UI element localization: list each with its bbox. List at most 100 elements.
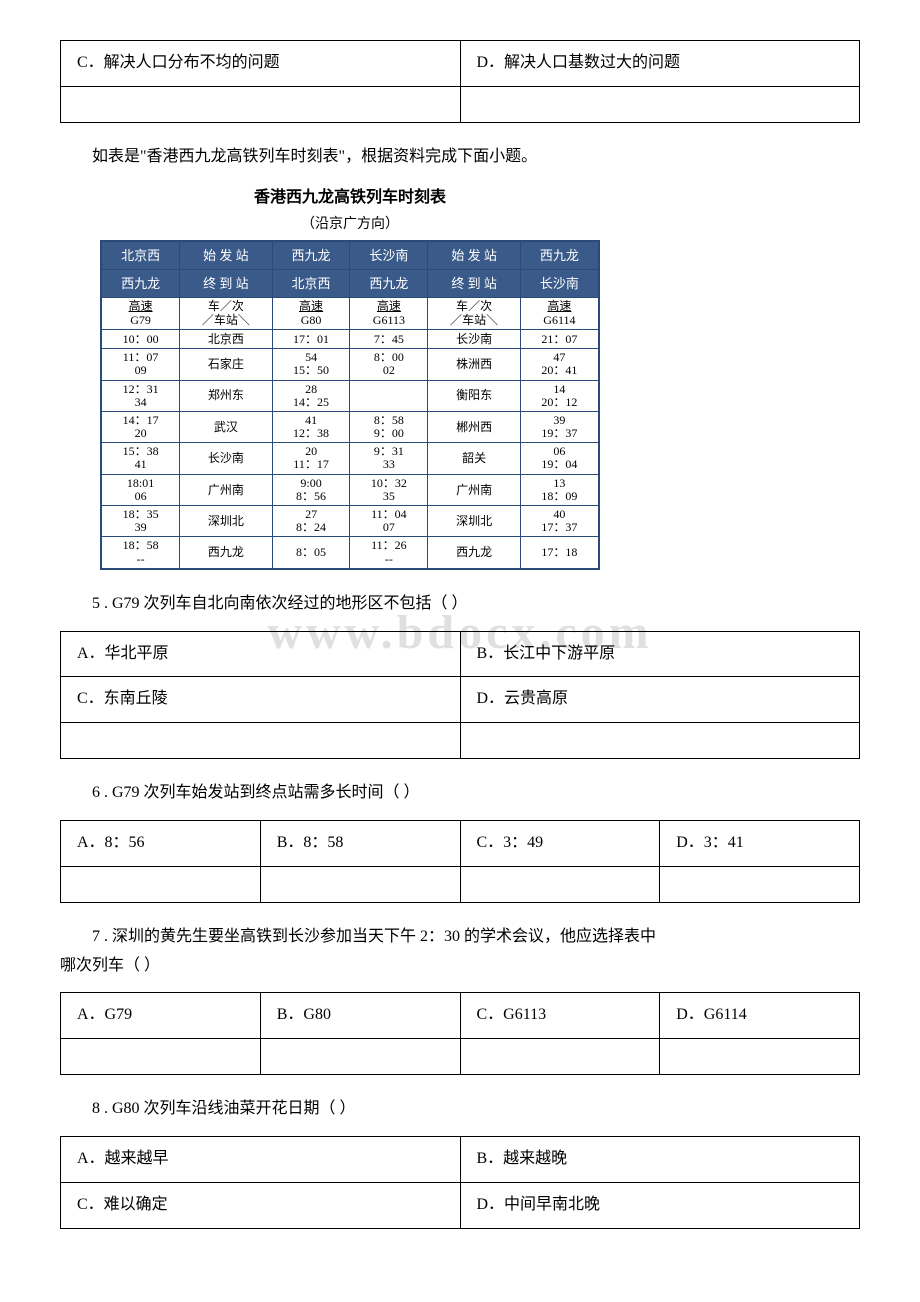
time-cell: 1420：12 <box>520 380 599 411</box>
blank-cell <box>460 1039 660 1075</box>
time-cell: 8：0002 <box>350 349 428 380</box>
time-cell: 10：3235 <box>350 474 428 505</box>
blank-cell <box>61 86 461 122</box>
option-c: C．G6113 <box>460 993 660 1039</box>
option-d: D．3：41 <box>660 820 860 866</box>
time-cell: 0619：04 <box>520 443 599 474</box>
time-cell: 8：05 <box>272 537 350 569</box>
station-cell: 郴州西 <box>428 411 520 442</box>
time-cell: 11：0407 <box>350 506 428 537</box>
option-c: C．难以确定 <box>61 1182 461 1228</box>
hdr-cell: 北京西 <box>101 241 180 270</box>
hdr-cell: 长沙南 <box>350 241 428 270</box>
timetable-figure: 香港西九龙高铁列车时刻表 （沿京广方向） 北京西 始 发 站 西九龙 长沙南 始… <box>100 184 600 570</box>
option-d: D．中间早南北晚 <box>460 1182 860 1228</box>
timetable: 北京西 始 发 站 西九龙 长沙南 始 发 站 西九龙 西九龙 终 到 站 北京… <box>100 240 600 570</box>
time-cell: 12：3134 <box>101 380 180 411</box>
option-a: A．8：56 <box>61 820 261 866</box>
station-cell: 广州南 <box>428 474 520 505</box>
option-a: A．华北平原 <box>61 631 461 677</box>
question-6-stem: 6 . G79 次列车始发站到终点站需多长时间（ ） <box>60 779 860 808</box>
option-d: D．云贵高原 <box>460 677 860 723</box>
station-cell: 郑州东 <box>180 380 272 411</box>
time-cell: 18：58-- <box>101 537 180 569</box>
question-7-stem-line2: 哪次列车（ ） <box>60 952 860 981</box>
hdr-cell: 终 到 站 <box>428 269 520 297</box>
blank-cell <box>660 1039 860 1075</box>
question-8-options: A．越来越早 B．越来越晚 C．难以确定 D．中间早南北晚 <box>60 1136 860 1229</box>
time-cell: 11：0709 <box>101 349 180 380</box>
hdr-cell: 西九龙 <box>272 241 350 270</box>
station-cell: 石家庄 <box>180 349 272 380</box>
time-cell: 15：3841 <box>101 443 180 474</box>
time-cell: 10：00 <box>101 329 180 348</box>
blank-cell <box>61 866 261 902</box>
option-d: D．G6114 <box>660 993 860 1039</box>
time-cell: 17：18 <box>520 537 599 569</box>
station-cell: 西九龙 <box>180 537 272 569</box>
option-c: C．东南丘陵 <box>61 677 461 723</box>
station-cell: 武汉 <box>180 411 272 442</box>
time-cell: 4720：41 <box>520 349 599 380</box>
time-cell: 2011：17 <box>272 443 350 474</box>
time-cell: 5415：50 <box>272 349 350 380</box>
hdr-cell: 始 发 站 <box>428 241 520 270</box>
hdr-cell: 长沙南 <box>520 269 599 297</box>
station-cell: 西九龙 <box>428 537 520 569</box>
hdr-cell: 始 发 站 <box>180 241 272 270</box>
time-cell: 3919：37 <box>520 411 599 442</box>
blank-cell <box>660 866 860 902</box>
question-7-stem-line1: 7 . 深圳的黄先生要坐高铁到长沙参加当天下午 2：30 的学术会议，他应选择表… <box>60 923 860 952</box>
time-cell: 18:0106 <box>101 474 180 505</box>
blank-cell <box>260 1039 460 1075</box>
train-type-cell: 车／次／车站＼ <box>428 298 520 329</box>
station-cell: 株洲西 <box>428 349 520 380</box>
question-7-options: A．G79 B．G80 C．G6113 D．G6114 <box>60 992 860 1075</box>
question-5-options: A．华北平原 B．长江中下游平原 C．东南丘陵 D．云贵高原 <box>60 631 860 760</box>
station-cell: 深圳北 <box>428 506 520 537</box>
blank-cell <box>460 723 860 759</box>
train-type-cell: 高速G80 <box>272 298 350 329</box>
time-cell: 8：589：00 <box>350 411 428 442</box>
blank-cell <box>61 1039 261 1075</box>
station-cell: 衡阳东 <box>428 380 520 411</box>
question-8-stem: 8 . G80 次列车沿线油菜开花日期（ ） <box>60 1095 860 1124</box>
train-type-cell: 高速G79 <box>101 298 180 329</box>
time-cell: 2814：25 <box>272 380 350 411</box>
time-cell: 4017：37 <box>520 506 599 537</box>
intro-paragraph: 如表是"香港西九龙高铁列车时刻表"，根据资料完成下面小题。 <box>60 143 860 172</box>
timetable-title: 香港西九龙高铁列车时刻表 <box>100 184 600 213</box>
time-cell: 11：26-- <box>350 537 428 569</box>
train-type-cell: 车／次／车站＼ <box>180 298 272 329</box>
timetable-subtitle: （沿京广方向） <box>100 212 600 237</box>
time-cell: 9:008：56 <box>272 474 350 505</box>
hdr-cell: 终 到 站 <box>180 269 272 297</box>
option-b: B．8：58 <box>260 820 460 866</box>
time-cell: 21：07 <box>520 329 599 348</box>
train-type-cell: 高速G6114 <box>520 298 599 329</box>
option-b: B．长江中下游平原 <box>460 631 860 677</box>
time-cell: 9：3133 <box>350 443 428 474</box>
station-cell: 北京西 <box>180 329 272 348</box>
option-d: D．解决人口基数过大的问题 <box>460 41 860 87</box>
option-b: B．越来越晚 <box>460 1136 860 1182</box>
station-cell: 韶关 <box>428 443 520 474</box>
blank-cell <box>260 866 460 902</box>
blank-cell <box>460 86 860 122</box>
option-c: C．解决人口分布不均的问题 <box>61 41 461 87</box>
option-a: A．越来越早 <box>61 1136 461 1182</box>
option-b: B．G80 <box>260 993 460 1039</box>
hdr-cell: 北京西 <box>272 269 350 297</box>
previous-question-options: C．解决人口分布不均的问题 D．解决人口基数过大的问题 <box>60 40 860 123</box>
station-cell: 长沙南 <box>428 329 520 348</box>
question-6-options: A．8：56 B．8：58 C．3：49 D．3：41 <box>60 820 860 903</box>
station-cell: 长沙南 <box>180 443 272 474</box>
hdr-cell: 西九龙 <box>520 241 599 270</box>
option-a: A．G79 <box>61 993 261 1039</box>
time-cell: 4112：38 <box>272 411 350 442</box>
time-cell: 14：1720 <box>101 411 180 442</box>
time-cell: 1318：09 <box>520 474 599 505</box>
time-cell: 7：45 <box>350 329 428 348</box>
question-5-stem: 5 . G79 次列车自北向南依次经过的地形区不包括（ ） <box>60 590 860 619</box>
blank-cell <box>460 866 660 902</box>
